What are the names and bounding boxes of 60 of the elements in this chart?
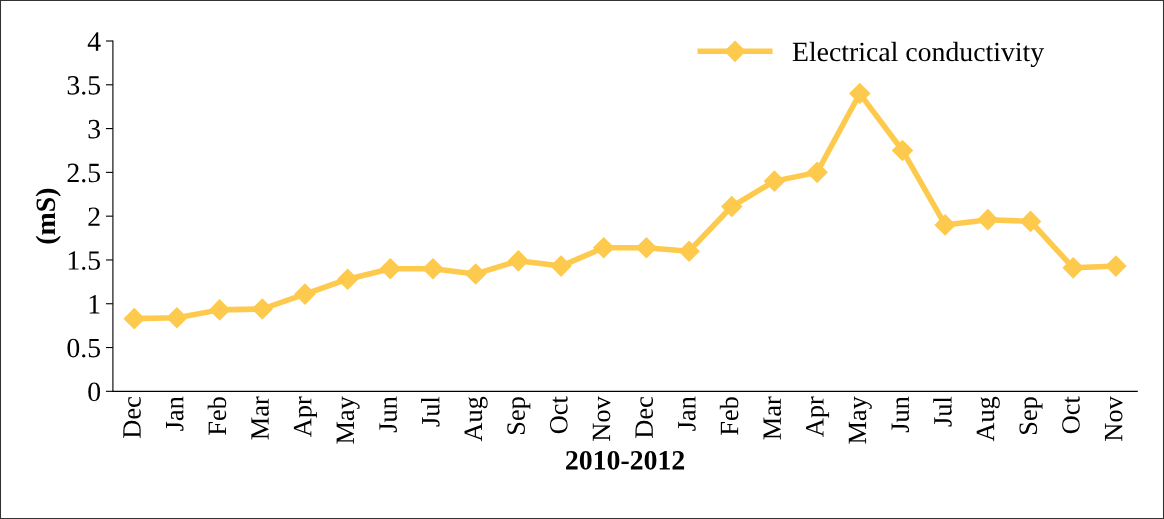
x-tick-label: Sep (1019, 397, 1043, 435)
x-tick-label: Oct (1062, 396, 1080, 434)
point (337, 268, 359, 290)
point (209, 299, 231, 321)
x-tick-label: Apr (806, 396, 830, 437)
x-tick-label: Nov (592, 396, 611, 441)
x-tick-label: Feb (719, 397, 739, 436)
y-tick-label: 0.5 (67, 338, 101, 358)
x-tick-label: Mar (763, 396, 782, 440)
y-tick-label: 0 (88, 382, 101, 402)
legend-label: Electrical conductivity (792, 41, 1045, 68)
point (849, 83, 871, 105)
point (763, 170, 785, 192)
point (507, 250, 529, 272)
point (593, 237, 615, 259)
y-tick-label: 1 (89, 295, 100, 314)
y-tick-label: 2.5 (67, 163, 101, 183)
x-tick-label: Aug (464, 396, 488, 442)
point (1105, 255, 1127, 277)
y-tick-label: 2 (88, 207, 100, 226)
x-tick-label: Jun (379, 396, 397, 433)
x-tick-label: Aug (976, 396, 1000, 442)
point (1062, 257, 1084, 279)
x-tick-label: Jul (933, 396, 952, 427)
point (806, 161, 828, 183)
x-tick-label: Apr (293, 396, 317, 437)
point (294, 283, 316, 305)
point (721, 196, 743, 218)
point (1020, 210, 1042, 232)
y-tick-label: 3 (88, 119, 101, 139)
x-axis-title: 2010-2012 (566, 450, 685, 470)
x-tick-label: Sep (507, 397, 531, 435)
x-tick-label: Feb (207, 397, 227, 436)
point (251, 298, 273, 320)
y-axis-title: (mS) (35, 188, 61, 244)
y-tick-label: 3.5 (67, 76, 101, 95)
x-tick-label: Jul (421, 396, 440, 427)
point (977, 209, 999, 231)
point (678, 240, 700, 262)
x-tick-label: Oct (549, 396, 568, 434)
point (891, 139, 914, 161)
point (550, 255, 572, 277)
x-tick-label: Mar (251, 396, 269, 440)
x-tick-label: Dec (123, 397, 141, 438)
point (465, 263, 487, 285)
x-tick-label: Dec (635, 397, 654, 438)
x-tick-label: Nov (1104, 396, 1123, 441)
x-tick-label: Jan (165, 396, 184, 431)
x-tick-label: Jan (678, 396, 696, 431)
x-tick-label: May (848, 396, 872, 444)
x-tick-label: May (336, 396, 360, 444)
y-tick-label: 4 (87, 32, 101, 51)
point (422, 258, 444, 280)
point (166, 307, 188, 329)
point (635, 237, 657, 259)
point (123, 308, 145, 330)
y-tick-label: 1.5 (68, 251, 101, 270)
point (934, 214, 956, 236)
point (379, 258, 401, 280)
x-tick-label: Jun (891, 396, 910, 433)
